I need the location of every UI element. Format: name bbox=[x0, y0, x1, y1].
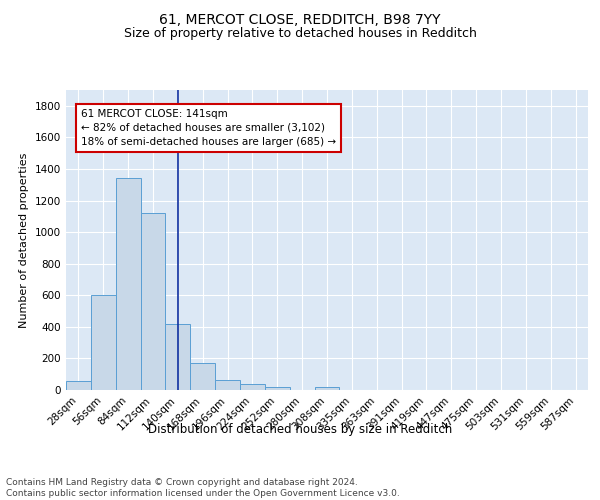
Bar bbox=[265, 387, 290, 390]
Text: Size of property relative to detached houses in Redditch: Size of property relative to detached ho… bbox=[124, 28, 476, 40]
Bar bbox=[66, 380, 91, 390]
Text: Distribution of detached houses by size in Redditch: Distribution of detached houses by size … bbox=[148, 422, 452, 436]
Text: 61, MERCOT CLOSE, REDDITCH, B98 7YY: 61, MERCOT CLOSE, REDDITCH, B98 7YY bbox=[159, 12, 441, 26]
Bar bbox=[314, 387, 340, 390]
Y-axis label: Number of detached properties: Number of detached properties bbox=[19, 152, 29, 328]
Bar bbox=[91, 296, 116, 390]
Bar bbox=[116, 178, 140, 390]
Bar bbox=[190, 363, 215, 390]
Bar bbox=[240, 384, 265, 390]
Text: 61 MERCOT CLOSE: 141sqm
← 82% of detached houses are smaller (3,102)
18% of semi: 61 MERCOT CLOSE: 141sqm ← 82% of detache… bbox=[81, 109, 336, 147]
Bar bbox=[140, 213, 166, 390]
Bar bbox=[166, 324, 190, 390]
Bar bbox=[215, 380, 240, 390]
Text: Contains HM Land Registry data © Crown copyright and database right 2024.
Contai: Contains HM Land Registry data © Crown c… bbox=[6, 478, 400, 498]
